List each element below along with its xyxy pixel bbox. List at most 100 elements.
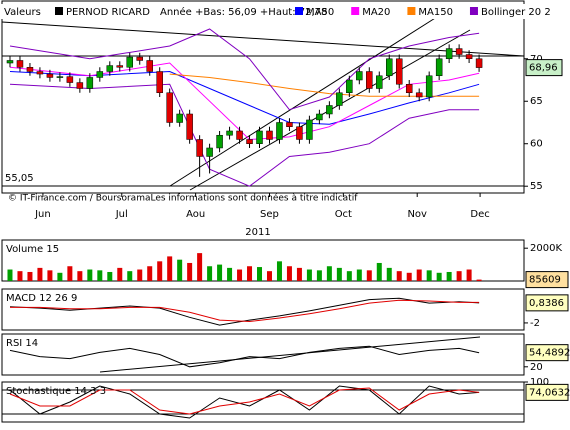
label: Valeurs <box>4 7 41 18</box>
panel-title: Volume 15 <box>6 244 59 255</box>
legend-swatch <box>351 7 360 15</box>
candle-body <box>376 75 383 89</box>
volume-bar <box>257 267 263 281</box>
source: © IT-Finance.com / BoursoramaLes informa… <box>8 193 358 204</box>
y-tick-label: 100 <box>530 377 549 388</box>
volume-bar <box>7 269 13 281</box>
x-tick-label: Sep <box>260 209 279 220</box>
volume-bar <box>266 271 272 281</box>
candle-body <box>86 77 94 89</box>
candle-body <box>435 58 443 77</box>
candle-body <box>425 75 433 98</box>
y-tick-label: 20 <box>530 362 543 373</box>
panel-title: RSI 14 <box>6 338 38 349</box>
candle-body <box>465 54 473 60</box>
volume-bar <box>77 271 83 281</box>
trend-line <box>169 14 441 187</box>
volume-bar <box>466 269 472 281</box>
macd-panel <box>1 288 525 331</box>
volume-bar <box>316 270 322 281</box>
candle-body <box>116 65 124 68</box>
x-tick-label: Dec <box>470 209 489 220</box>
volume-bar <box>87 269 93 281</box>
candle-body <box>475 58 483 68</box>
candle-body <box>56 76 64 78</box>
volume-bar <box>296 267 302 281</box>
indicator-line <box>9 387 480 415</box>
volume-bar <box>237 269 243 281</box>
volume-bar <box>137 269 143 281</box>
candle-body <box>266 130 273 140</box>
candle-body <box>156 71 163 94</box>
volume-bar <box>376 262 382 281</box>
subtitle: Année +Bas: 56,09 +Haut: 72,78 <box>160 6 327 18</box>
overlay-line <box>9 62 480 141</box>
x-tick-label: Jul <box>115 209 128 220</box>
volume-bar <box>127 271 133 281</box>
volume-bar <box>47 270 53 281</box>
last-value-box <box>525 344 569 362</box>
candle-body <box>26 67 34 72</box>
last-value-label: 68,96 <box>529 63 558 74</box>
candle-body <box>136 56 143 61</box>
x-tick-label: Jun <box>34 209 51 220</box>
candle-body <box>286 122 293 127</box>
volume-bar <box>37 267 43 281</box>
panel-title: MACD 12 26 9 <box>6 293 77 304</box>
panel-title: Stochastique 14 3 3 <box>6 386 106 397</box>
legend-label: MA150 <box>418 7 453 18</box>
legend-swatch <box>55 7 63 15</box>
candle-body <box>206 147 213 157</box>
last-value-label: 54,4892 <box>529 348 570 359</box>
y-tick-label: 60 <box>530 139 543 150</box>
candle-body <box>146 60 153 72</box>
candle-body <box>316 113 323 121</box>
volume-bar <box>17 271 23 281</box>
last-value-label: 85609 <box>529 275 561 286</box>
candle-body <box>256 130 263 144</box>
candle-body <box>386 58 393 77</box>
candle-body <box>16 60 24 68</box>
candle-body <box>306 119 313 140</box>
volume-bar <box>396 271 402 281</box>
chart-title: PERNOD RICARD <box>66 7 150 18</box>
volume-bar <box>456 271 462 281</box>
candle-body <box>36 71 44 75</box>
volume-bar <box>27 271 33 281</box>
y-tick-label: 65 <box>530 96 543 107</box>
trend-line <box>99 336 481 373</box>
volume-bar <box>426 270 432 281</box>
header-bg <box>0 4 565 19</box>
candle-body <box>126 56 134 68</box>
legend-label: Bollinger 20 2 <box>481 7 551 18</box>
main-panel <box>1 0 525 194</box>
candle-body <box>246 139 253 144</box>
legend-label: MA50 <box>306 7 334 18</box>
candle-body <box>395 58 403 85</box>
legend-swatch <box>295 7 303 15</box>
candle-body <box>96 71 104 78</box>
y-tick-label: 55 <box>530 181 543 192</box>
volume-bar <box>227 267 233 281</box>
legend-swatch <box>407 7 416 15</box>
indicator-line <box>9 345 480 368</box>
volume-bar <box>306 269 312 281</box>
candle-body <box>6 60 14 64</box>
last-value-box <box>525 59 563 77</box>
volume-bar <box>276 261 282 281</box>
candle-body <box>455 48 463 55</box>
volume-bar <box>187 262 193 281</box>
volume-bar <box>476 279 482 281</box>
volume-bar <box>416 269 422 281</box>
candle-body <box>186 113 193 140</box>
volume-bar <box>67 266 73 281</box>
volume-bar <box>386 267 392 281</box>
legend-label: MA20 <box>362 7 390 18</box>
volume-bar <box>107 271 113 281</box>
candle-body <box>236 130 243 140</box>
candle-body <box>106 65 114 72</box>
overlay-line <box>9 28 480 111</box>
candle-body <box>166 92 173 123</box>
volume-bar <box>147 266 153 281</box>
